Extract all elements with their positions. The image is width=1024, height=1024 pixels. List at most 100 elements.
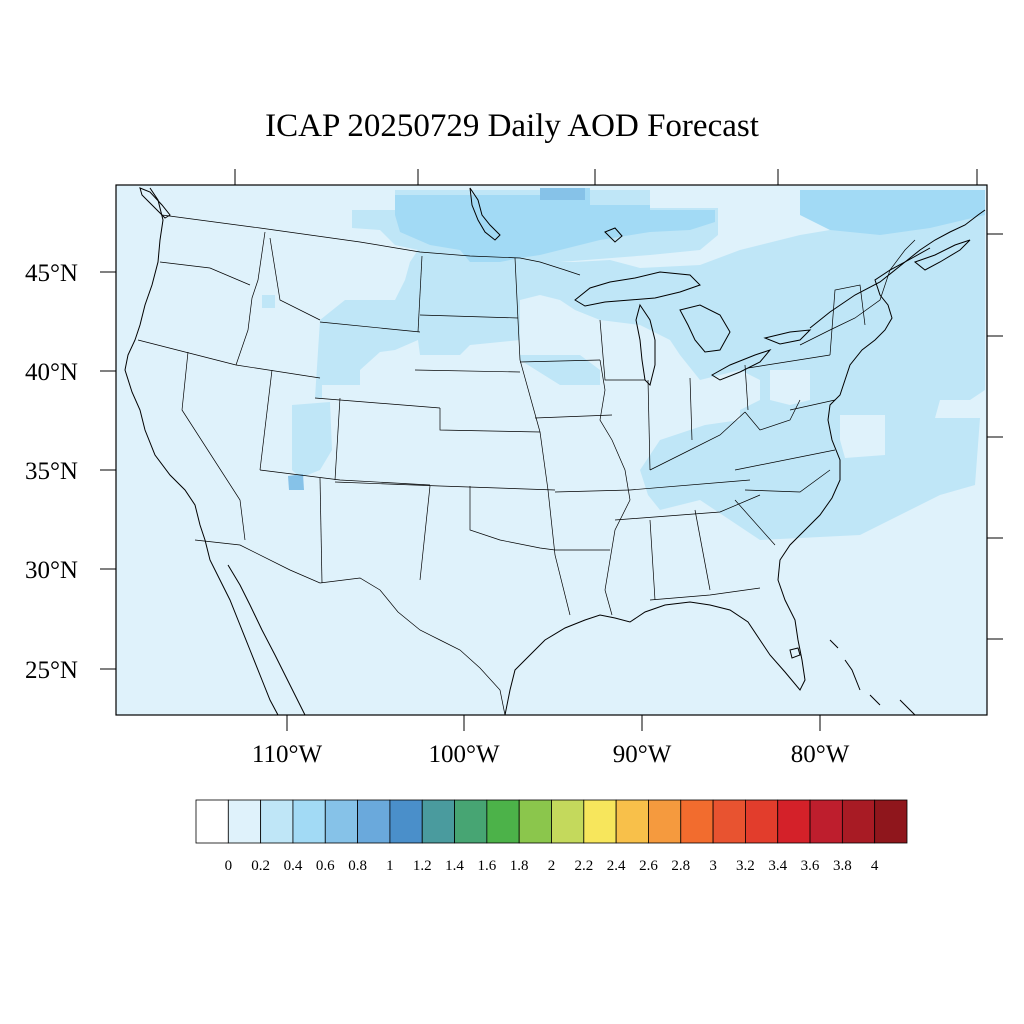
border-pa-ny [747,354,831,369]
lon-label: 100°W [428,741,499,768]
border-id-ut [235,364,321,379]
border-ms-al [649,519,656,601]
lat-label: 40°N [25,359,78,386]
border-md [789,399,836,411]
colorbar-label: 2.6 [639,858,658,874]
colorbar-label: 1.6 [477,858,496,874]
aod-plume-utah [292,402,332,478]
state-borders-layer [137,214,916,716]
border-mn-ia [519,359,601,363]
border-co-nm [334,481,441,487]
colorbar-label: 0.2 [251,858,270,874]
colorbar-label: 0.6 [316,858,335,874]
colorbar-labels: 0 0.2 0.4 0.6 0.8 1 1.2 1.4 1.6 1.8 2 2.2 2.4 2.6 2.8 3… [225,858,879,874]
colorbar-swatch [551,799,585,844]
us-canada-border-east [799,239,916,346]
colorbar-label: 3.6 [801,858,820,874]
border-ohio-river [649,411,746,471]
figure-title: ICAP 20250729 Daily AOD Forecast [265,108,759,144]
colorbar-label: 1.8 [510,858,529,874]
colorbar-swatch [421,799,455,844]
border-nm-tx [419,485,431,581]
colorbar-swatch [454,799,488,844]
colorbar-label: 2.8 [671,858,690,874]
colorbar-swatch [518,799,552,844]
border-nv-ut [259,369,273,471]
st-lawrence [809,247,931,329]
colorbar-swatch [195,799,229,844]
us-mexico-border [194,539,506,716]
gulf-coastline [504,209,986,716]
border-wv [744,399,801,431]
colorbar-label: 3.2 [736,858,755,874]
colorbar-label: 3.8 [833,858,852,874]
lat-label: 25°N [25,657,78,684]
map-frame [115,184,988,716]
coastline-layer [124,187,986,716]
border-ky-tn [629,479,751,491]
colorbar-label: 2.4 [607,858,626,874]
border-mt-nd [417,255,423,333]
colorbar-swatch [745,799,779,844]
border-ga-sc [734,499,776,546]
lat-label: 35°N [25,458,78,485]
pacific-coastline [124,187,279,716]
lon-label: 90°W [613,741,672,768]
lon-label: 80°W [791,741,850,768]
colorbar-swatch [583,799,617,844]
border-ut-az [259,469,431,486]
colorbar-label: 1.4 [445,858,464,874]
aod-core-manitoba [540,188,585,200]
lake-ontario [763,329,812,345]
colorbar-swatch [324,799,358,844]
colorbar-swatch [292,799,326,844]
border-nc-sc [744,469,831,493]
aod-patch-atlantic [840,415,885,458]
colorbar-swatch [486,799,520,844]
colorbar-label: 0 [225,858,233,874]
colorbar-swatch [357,799,391,844]
colorbar-swatch [777,799,811,844]
border-ut-co [334,397,341,481]
lake-winnipeg [469,187,501,241]
border-in-oh [689,377,693,441]
border-sd-ne [414,369,521,373]
border-mt-wy [319,321,421,333]
colorbar-swatch [615,799,649,844]
border-wa-or [159,261,251,286]
lat-label: 30°N [25,557,78,584]
colorbar-label: 3 [709,858,717,874]
aod-core-northeast [800,190,985,235]
border-ny-ne [829,284,866,356]
border-ne-ks [439,408,541,433]
border-az-nm [319,477,323,584]
border-ks-ok [439,485,556,491]
colorbar-swatch [680,799,714,844]
border-va-nc [734,449,836,471]
aod-core-canada [395,188,715,262]
border-nd-sd [419,314,519,319]
border-tn-ms [614,494,761,521]
border-ok-tx [469,486,556,551]
lon-label: 110°W [252,741,323,768]
us-canada-border [161,214,581,276]
lake-superior [574,271,701,307]
colorbar-label: 4 [871,858,879,874]
lake-erie [711,348,772,381]
lake-michigan [635,303,656,386]
bahamas [829,639,916,716]
colorbar-swatch [648,799,682,844]
border-mo-ar [554,489,631,493]
border-oh-pa [744,364,749,411]
colorbar-label: 3.4 [768,858,787,874]
colorbar-label: 0.4 [284,858,303,874]
aod-patch-ohio [690,390,740,425]
border-nd-mn [514,257,571,616]
colorbar-label: 0.8 [348,858,367,874]
colorbar-swatch [841,799,876,844]
colorbar-label: 1.2 [413,858,432,874]
lake-huron [679,304,731,353]
aod-patch-idaho [262,295,275,308]
longitude-labels: 110°W 100°W 90°W 80°W [252,741,850,768]
